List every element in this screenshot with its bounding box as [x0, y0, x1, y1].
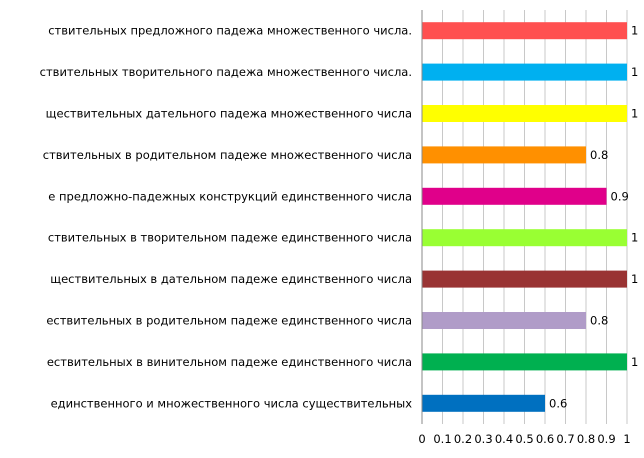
data-label: 1	[631, 65, 638, 79]
bars	[422, 22, 627, 412]
category-label: ствительных в творительном падеже единст…	[48, 231, 412, 245]
bar	[422, 22, 627, 40]
x-tick-label: 0.8	[577, 432, 595, 446]
value-labels: 1 1 1 0.8 0.9 1 1 0.8 1 0.6	[549, 24, 638, 411]
x-axis-ticks: 0 0.1 0.2 0.3 0.4 0.5 0.6 0.7 0.8 0.9 1	[418, 432, 630, 446]
data-label: 0.9	[611, 189, 629, 203]
data-label: 1	[631, 107, 638, 121]
bar	[422, 187, 607, 205]
bar	[422, 146, 586, 164]
bar	[422, 394, 545, 412]
x-tick-label: 0.3	[474, 432, 492, 446]
data-label: 1	[631, 231, 638, 245]
category-labels: ствительных предложного падежа множестве…	[40, 24, 413, 411]
x-tick-label: 0	[418, 432, 425, 446]
category-label: е предложно-падежных конструкций единств…	[48, 189, 412, 203]
x-tick-label: 0.9	[597, 432, 615, 446]
data-label: 0.8	[590, 148, 608, 162]
x-tick-label: 0.2	[454, 432, 472, 446]
bar	[422, 63, 627, 81]
x-tick-label: 1	[623, 432, 630, 446]
category-label: ествительных в родительном падеже единст…	[46, 314, 412, 328]
x-tick-label: 0.4	[495, 432, 513, 446]
x-tick-label: 0.1	[433, 432, 451, 446]
x-tick-label: 0.5	[515, 432, 533, 446]
category-label: ствительных в родительном падеже множест…	[43, 148, 412, 162]
data-label: 0.8	[590, 314, 608, 328]
category-label: ствительных творительного падежа множест…	[40, 65, 412, 79]
bar	[422, 270, 627, 288]
bar	[422, 353, 627, 371]
category-label: ществительных дательного падежа множеств…	[46, 107, 412, 121]
data-label: 0.6	[549, 396, 567, 410]
data-label: 1	[631, 272, 638, 286]
data-label: 1	[631, 355, 638, 369]
data-label: 1	[631, 24, 638, 38]
category-label: ществительных в дательном падеже единств…	[50, 272, 412, 286]
bar	[422, 229, 627, 247]
x-tick-label: 0.6	[536, 432, 554, 446]
bar	[422, 312, 586, 329]
x-tick-label: 0.7	[556, 432, 574, 446]
bar	[422, 105, 627, 122]
category-label: единственного и множественного числа сущ…	[51, 396, 413, 410]
category-label: ествительных в винительном падеже единст…	[47, 355, 412, 369]
category-label: ствительных предложного падежа множестве…	[48, 24, 412, 38]
